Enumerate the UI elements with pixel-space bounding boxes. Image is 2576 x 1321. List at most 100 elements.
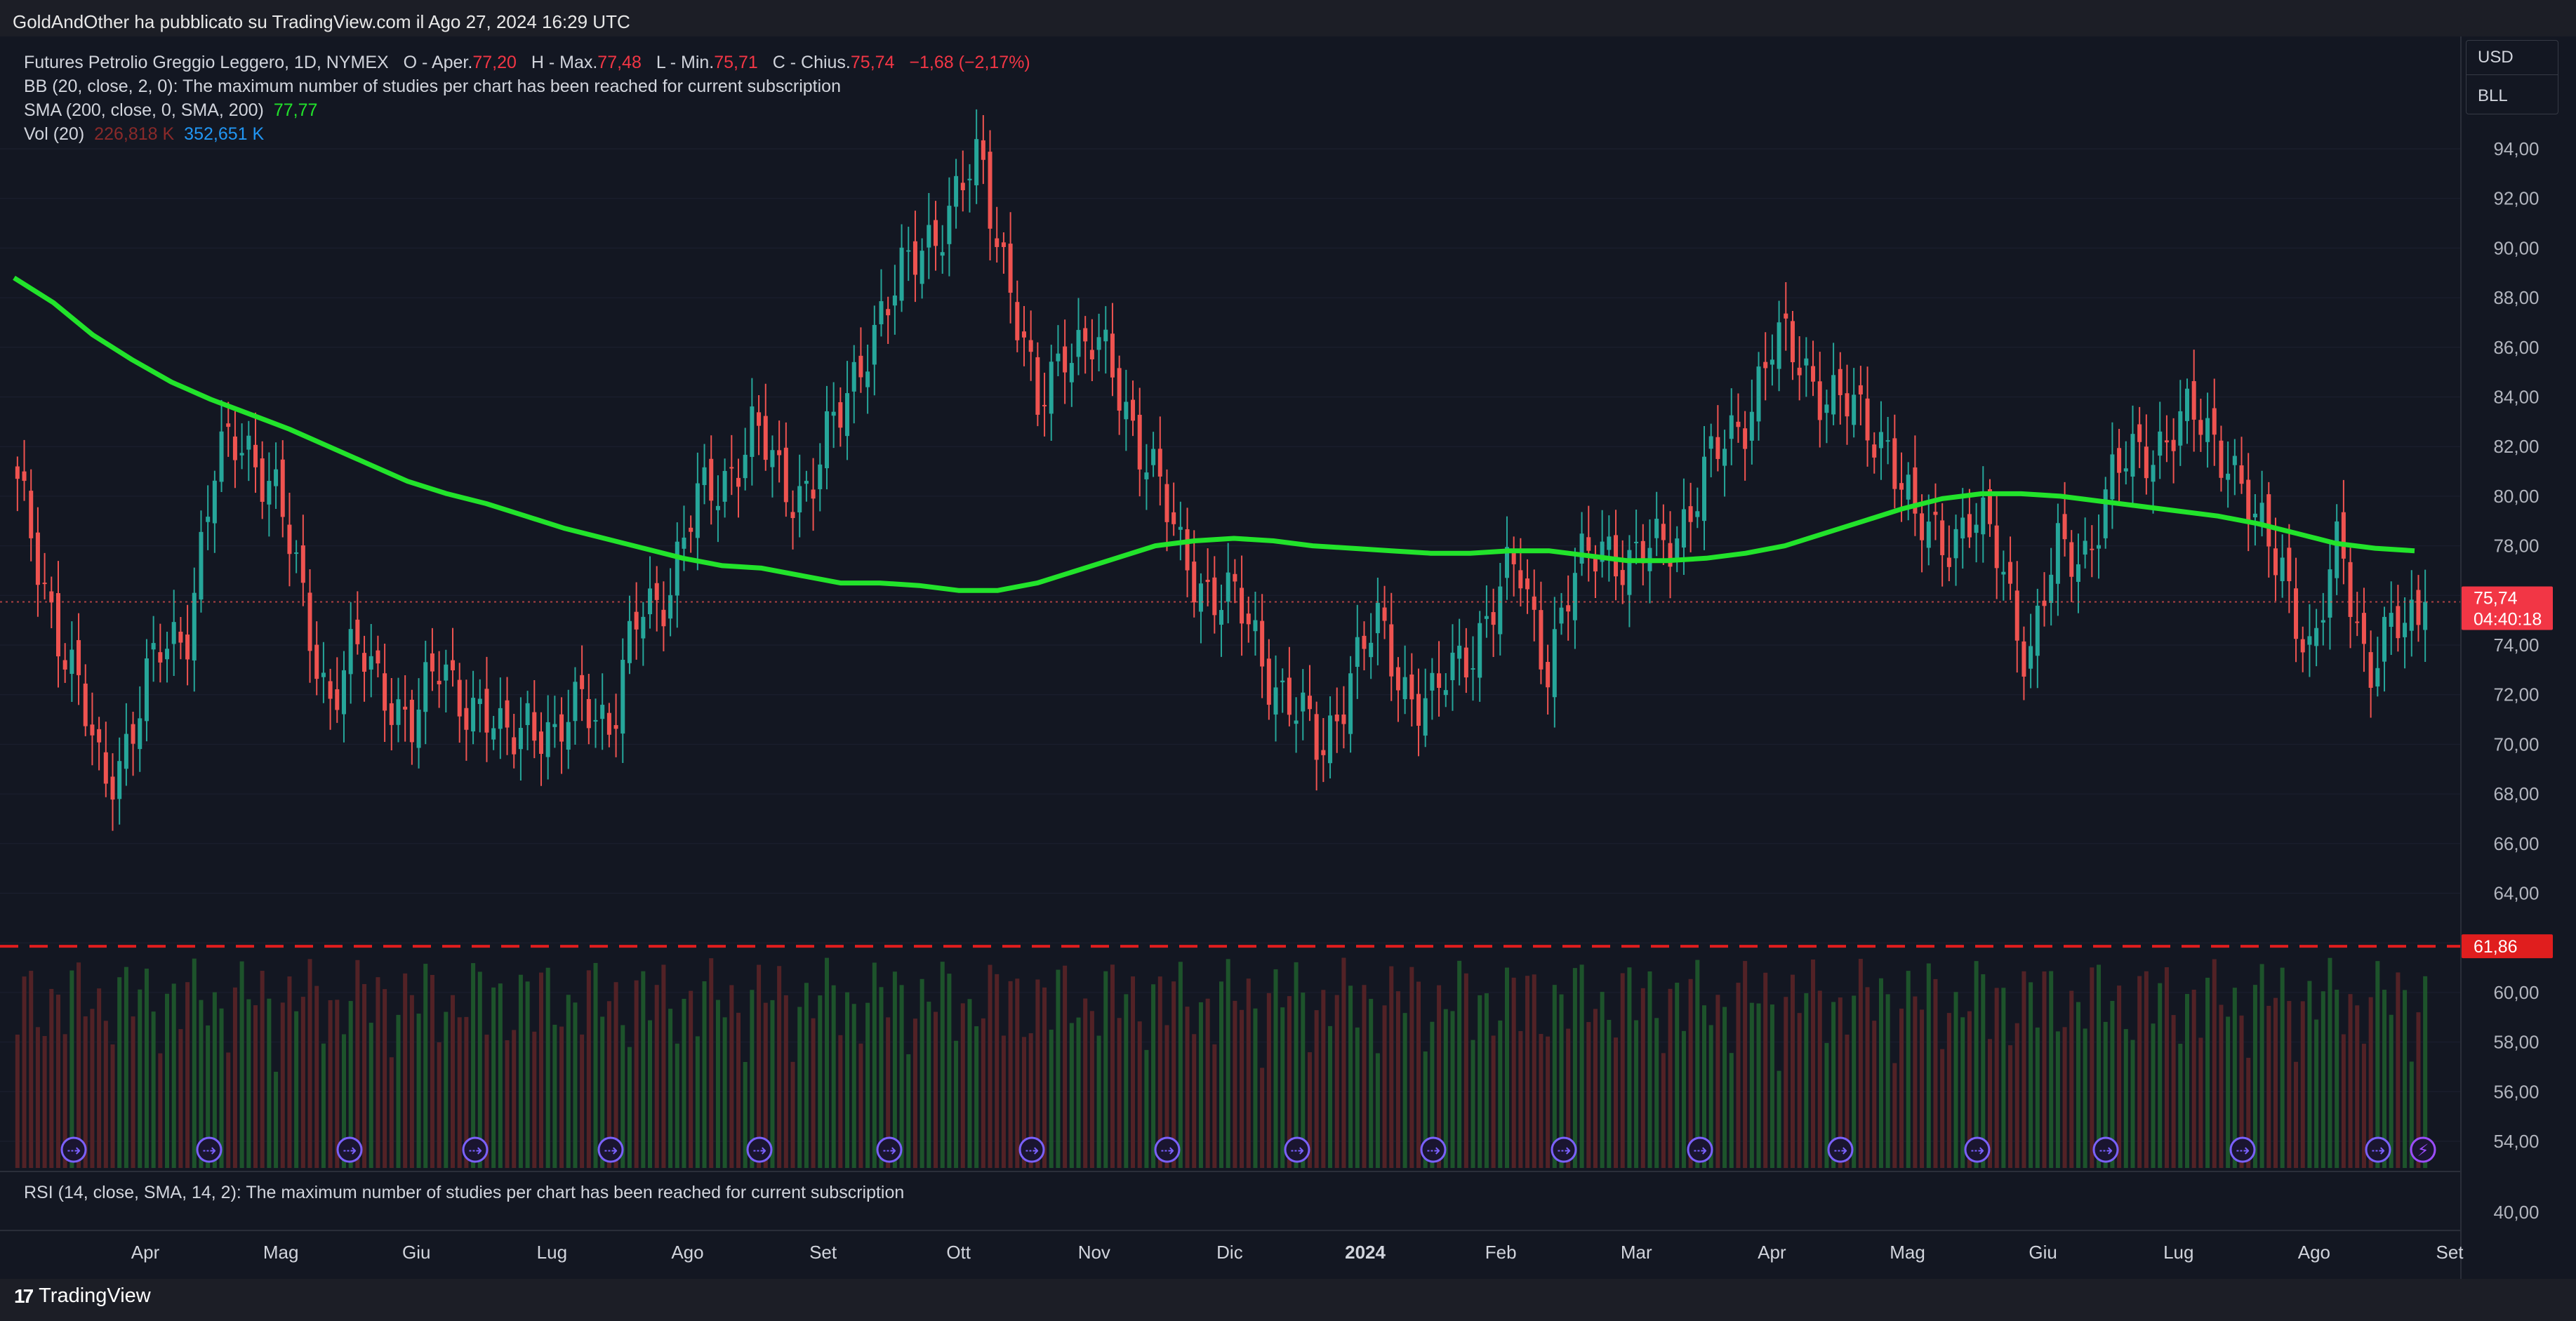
currency-sub-unit[interactable]: BLL	[2478, 86, 2508, 105]
candle-body	[2396, 606, 2401, 639]
candle-body	[2403, 623, 2408, 637]
candle-body	[274, 469, 279, 486]
volume-bar	[947, 974, 952, 1168]
candle-body	[437, 680, 441, 684]
volume-bar	[851, 1004, 856, 1168]
candle-body	[1770, 359, 1774, 365]
volume-bar	[42, 1035, 47, 1168]
volume-bar	[1491, 1035, 1496, 1168]
candle-body	[1226, 572, 1230, 602]
candle-body	[1416, 693, 1421, 726]
candle-body	[158, 652, 163, 663]
symbol-title[interactable]: Futures Petrolio Greggio Leggero, 1D, NY…	[24, 53, 389, 72]
event-arrow-icon[interactable]: ⇢	[1420, 1136, 1447, 1163]
candle-body	[409, 699, 414, 743]
event-arrow-icon[interactable]: ⇢	[1827, 1136, 1854, 1163]
volume-bar	[1736, 983, 1741, 1168]
candle-body	[1607, 536, 1612, 550]
volume-bar	[2198, 1037, 2203, 1168]
event-arrow-icon[interactable]: ⇢	[1018, 1136, 1045, 1163]
candle-body	[165, 649, 170, 660]
event-arrow-icon[interactable]: ⇢	[196, 1136, 223, 1163]
event-markers[interactable]: ⇢ ⇢ ⇢ ⇢ ⇢ ⇢ ⇢ ⇢ ⇢ ⇢ ⇢ ⇢ ⇢ ⇢ ⇢ ⇢ ⇢ ⇢ ⚡	[60, 1136, 2436, 1163]
event-arrow-icon[interactable]: ⇢	[1154, 1136, 1181, 1163]
candle-body	[376, 650, 380, 664]
price-tick-label: 84,00	[2493, 387, 2539, 408]
volume-bar	[2368, 997, 2373, 1168]
candle-body	[1654, 519, 1659, 538]
time-tick-label: Mar	[1621, 1242, 1652, 1263]
legend-main-row[interactable]: Futures Petrolio Greggio Leggero, 1D, NY…	[24, 51, 1030, 74]
volume-bar	[1695, 960, 1700, 1168]
event-arrow-icon[interactable]: ⇢	[876, 1136, 903, 1163]
event-arrow-icon[interactable]: ⇢	[2365, 1136, 2391, 1163]
candle-body	[83, 683, 88, 726]
currency-unit[interactable]: USD	[2478, 48, 2514, 67]
time-tick-label: Giu	[2029, 1242, 2057, 1263]
event-arrow-icon[interactable]: ⇢	[2092, 1136, 2119, 1163]
volume-bar	[954, 1040, 959, 1168]
candle-body	[1375, 602, 1380, 634]
event-arrow-icon[interactable]: ⇢	[1284, 1136, 1310, 1163]
volume-indicator-row[interactable]: Vol (20) 226,818 K 352,651 K	[24, 122, 1030, 146]
lightning-icon[interactable]: ⚡	[2410, 1136, 2436, 1163]
event-arrow-icon[interactable]: ⇢	[1687, 1136, 1713, 1163]
bb-indicator-row[interactable]: BB (20, close, 2, 0): The maximum number…	[24, 77, 841, 96]
candle-body	[573, 682, 578, 722]
candle-body	[1382, 607, 1387, 621]
candle-body	[2375, 668, 2380, 687]
volume-bar	[1035, 979, 1040, 1168]
candle-body	[1974, 524, 1979, 533]
volume-bar	[906, 1054, 911, 1168]
volume-bar	[634, 980, 639, 1168]
main-chart[interactable]: ⇢ ⇢ ⇢ ⇢ ⇢ ⇢ ⇢ ⇢ ⇢ ⇢ ⇢ ⇢ ⇢ ⇢ ⇢ ⇢ ⇢ ⇢ ⚡ 94,00 92,00 90,00 88,00…	[0, 36, 2576, 1279]
sma-indicator-row[interactable]: SMA (200, close, 0, SMA, 200) 77,77	[24, 98, 1030, 122]
candle-body	[1722, 449, 1727, 466]
candle-body	[396, 699, 401, 725]
volume-bar	[97, 988, 102, 1168]
tradingview-logo[interactable]: 17 TradingView	[14, 1285, 151, 1308]
volume-bar	[2355, 1005, 2360, 1168]
price-tick-label: 54,00	[2493, 1131, 2539, 1152]
volume-bar	[1198, 1002, 1203, 1168]
candle-body	[1708, 436, 1713, 449]
rsi-indicator-label[interactable]: RSI (14, close, SMA, 14, 2): The maximum…	[24, 1183, 905, 1202]
volume-bar	[287, 976, 292, 1168]
volume-bar	[1409, 967, 1414, 1168]
tradingview-logo-icon: 17	[14, 1285, 34, 1307]
sma-label: SMA (200, close, 0, SMA, 200)	[24, 100, 264, 120]
candle-body	[1355, 637, 1360, 668]
volume-bar	[668, 1009, 673, 1168]
currency-selector[interactable]: USD BLL	[2466, 40, 2558, 114]
time-axis[interactable]: Apr Mag Giu Lug Ago Set Ott Nov Dic 2024 Feb Mar Apr…	[131, 1242, 2464, 1263]
volume-bar	[586, 970, 591, 1168]
event-arrow-icon[interactable]: ⇢	[1551, 1136, 1577, 1163]
volume-bar	[1852, 995, 1857, 1168]
event-arrow-icon[interactable]: ⇢	[60, 1136, 87, 1163]
event-arrow-icon[interactable]: ⇢	[746, 1136, 773, 1163]
candle-body	[2273, 548, 2278, 576]
candle-body	[1437, 673, 1442, 688]
candle-body	[1967, 514, 1972, 538]
event-arrow-icon[interactable]: ⇢	[1964, 1136, 1991, 1163]
event-arrow-icon[interactable]: ⇢	[597, 1136, 624, 1163]
event-arrow-icon[interactable]: ⇢	[2229, 1136, 2256, 1163]
event-arrow-icon[interactable]: ⇢	[336, 1136, 363, 1163]
candle-body	[287, 524, 292, 555]
volume-bar	[1913, 996, 1918, 1168]
candle-body	[1491, 612, 1496, 625]
candle-body	[260, 458, 265, 502]
candle-body	[682, 537, 686, 549]
candle-body	[1600, 541, 1605, 562]
volume-bar	[620, 1025, 625, 1168]
candle-body	[171, 622, 176, 644]
candle-body	[97, 729, 102, 743]
event-arrow-icon[interactable]: ⇢	[462, 1136, 489, 1163]
volume-bar	[1804, 993, 1809, 1168]
candle-body	[1736, 421, 1741, 427]
volume-bar	[974, 1026, 979, 1168]
volume-bar	[648, 1020, 653, 1168]
candle-body	[1784, 313, 1788, 319]
volume-bar	[2314, 1019, 2319, 1168]
candle-body	[811, 489, 816, 499]
